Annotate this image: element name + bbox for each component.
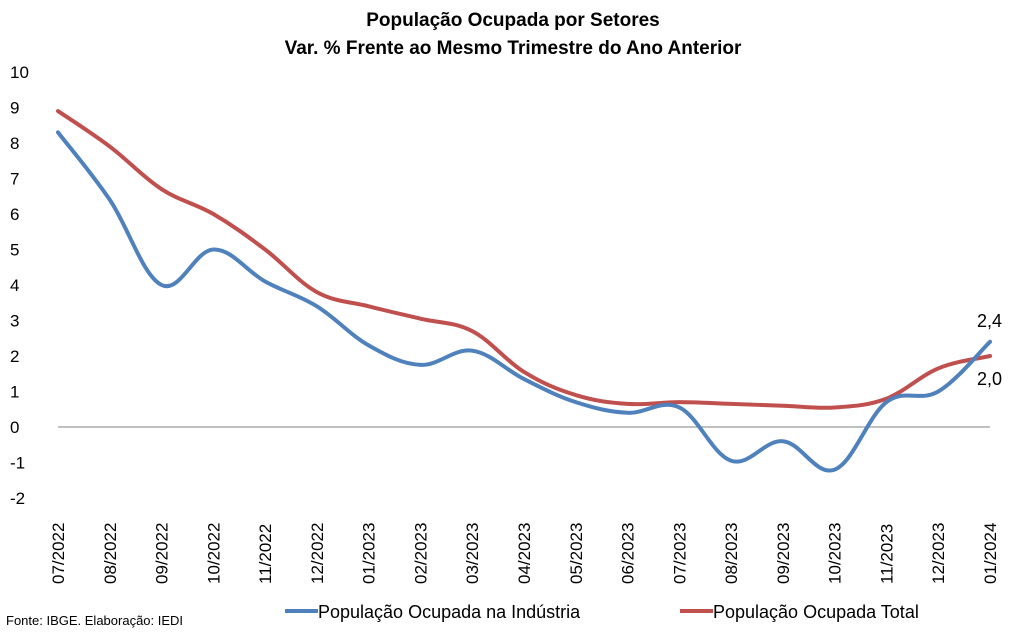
x-tick-label: 10/2022 [204, 523, 223, 584]
y-tick-label: 9 [10, 99, 19, 118]
end-label-industria: 2,4 [977, 311, 1002, 331]
x-tick-label: 07/2023 [670, 523, 689, 584]
legend-label-industria: População Ocupada na Indústria [318, 602, 581, 622]
x-tick-label: 12/2023 [929, 523, 948, 584]
y-tick-label: 3 [10, 312, 19, 331]
x-tick-label: 09/2023 [774, 523, 793, 584]
x-tick-label: 08/2022 [101, 523, 120, 584]
y-tick-label: 0 [10, 418, 19, 437]
end-label-total: 2,0 [977, 369, 1002, 389]
x-tick-label: 11/2022 [256, 524, 275, 584]
y-tick-label: 8 [10, 134, 19, 153]
y-tick-label: -1 [10, 454, 25, 473]
y-tick-label: 7 [10, 170, 19, 189]
x-axis: 07/2022 08/2022 09/2022 10/2022 11/2022 12/20… [49, 523, 1000, 584]
x-tick-label: 01/2024 [981, 523, 1000, 584]
x-tick-label: 03/2023 [463, 523, 482, 584]
y-tick-label: 1 [10, 383, 19, 402]
legend-label-total: População Ocupada Total [713, 602, 919, 622]
legend: População Ocupada na Indústria População… [285, 602, 919, 622]
y-tick-label: -2 [10, 489, 25, 508]
chart-subtitle: Var. % Frente ao Mesmo Trimestre do Ano … [285, 38, 742, 59]
y-tick-label: 4 [10, 276, 19, 295]
series-line-industria [56, 130, 992, 473]
y-tick-label: 5 [10, 241, 19, 260]
data-labels: 2,4 2,0 [977, 311, 1002, 389]
x-tick-label: 08/2023 [722, 523, 741, 584]
x-tick-label: 05/2023 [567, 523, 586, 584]
y-tick-label: 6 [10, 205, 19, 224]
x-tick-label: 01/2023 [360, 523, 379, 584]
series-line-total [56, 109, 992, 410]
y-tick-label: 2 [10, 347, 19, 366]
source-note: Fonte: IBGE. Elaboração: IEDI [6, 613, 183, 628]
x-tick-label: 11/2023 [877, 524, 896, 584]
x-tick-label: 04/2023 [515, 523, 534, 584]
x-tick-label: 12/2022 [308, 523, 327, 584]
series-group [56, 109, 992, 473]
x-tick-label: 10/2023 [826, 523, 845, 584]
x-tick-label: 02/2023 [411, 523, 430, 584]
x-tick-label: 09/2022 [153, 523, 172, 584]
x-tick-label: 07/2022 [49, 523, 68, 584]
y-tick-label: 10 [10, 63, 29, 82]
x-tick-label: 06/2023 [619, 523, 638, 584]
chart-title: População Ocupada por Setores [366, 10, 660, 31]
